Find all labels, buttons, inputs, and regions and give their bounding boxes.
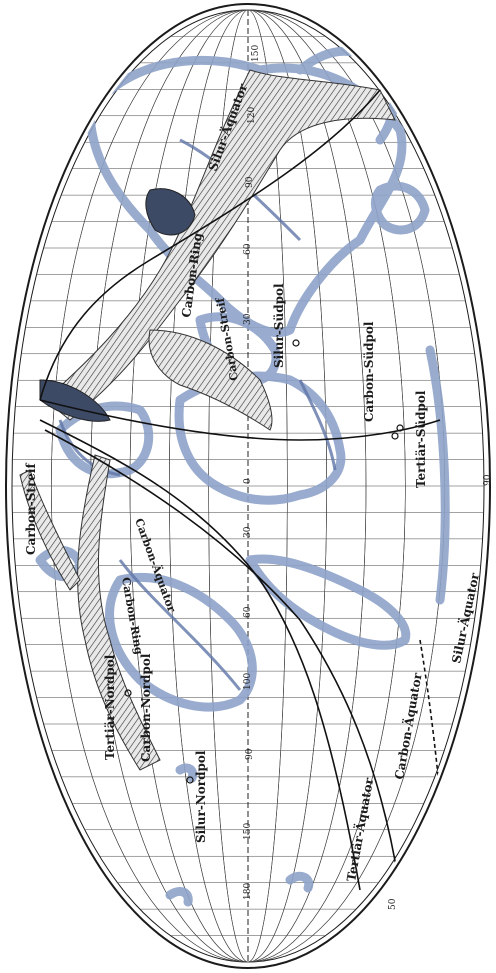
tick-90: 90 (245, 176, 255, 188)
tick-60: 60 (243, 243, 253, 255)
dense-dark-area-2 (39, 379, 111, 422)
label-tertiaer-nordpol: Tertiär-Nordpol (103, 654, 117, 760)
tick-30: 30 (243, 313, 253, 325)
continent-south-america (245, 554, 411, 650)
continent-australia (370, 181, 430, 235)
label-silur-nordpol: Silur-Nordpol (194, 750, 208, 843)
degree-ticks: 150 120 90 60 30 0 30 60 100 150 180 90 … (243, 45, 493, 910)
silur-aequator-line (39, 89, 381, 401)
tick-120: 120 (247, 107, 257, 124)
carbon-ring-belt-left (77, 454, 161, 771)
tick-50: 50 (388, 898, 398, 910)
island-small-2 (285, 871, 314, 893)
tick-180: 180 (243, 883, 253, 900)
label-silur-suedpol: Silur-Südpol (272, 283, 286, 368)
continent-north-america (105, 572, 257, 712)
tick-100: 100 (243, 673, 253, 690)
label-carbon-suedpol: Carbon-Südpol (362, 321, 376, 422)
carbon-suedpol-marker (391, 432, 399, 440)
continent-asia (85, 55, 407, 338)
continents (35, 46, 450, 907)
tick-side-90: 90 (483, 474, 493, 486)
carbon-streif-belt (148, 329, 273, 431)
tick-0: 0 (243, 478, 253, 484)
tick-60b: 60 (243, 606, 253, 618)
continent-antarctica (425, 345, 450, 605)
tertiaer-suedpol-marker (396, 424, 404, 432)
carbon-ring-belt-top (44, 69, 396, 421)
silur-suedpol-marker (292, 339, 300, 347)
tick-150: 150 (243, 823, 253, 840)
label-carbon-nordpol: Carbon-Nordpol (139, 653, 153, 762)
carbon-streif-belt-left (19, 469, 81, 591)
tick-30b: 30 (243, 526, 253, 538)
island-small-3 (175, 763, 198, 783)
carbon-aequator-line (44, 429, 401, 891)
label-carbon-streif-left: Carbon-Streif (24, 463, 38, 555)
carbon-nordpol-marker (124, 689, 132, 697)
hatched-belts (19, 69, 396, 771)
island-small-1 (165, 887, 193, 907)
dense-dark-area (145, 188, 196, 236)
silur-nordpol-marker (186, 776, 194, 784)
tick-150-top: 150 (251, 45, 261, 62)
tick-90b: 90 (245, 748, 255, 760)
pole-markers (124, 339, 404, 784)
label-tertiaer-suedpol: Tertiär-Südpol (414, 390, 428, 488)
tertiaer-aequator-line (39, 419, 361, 891)
